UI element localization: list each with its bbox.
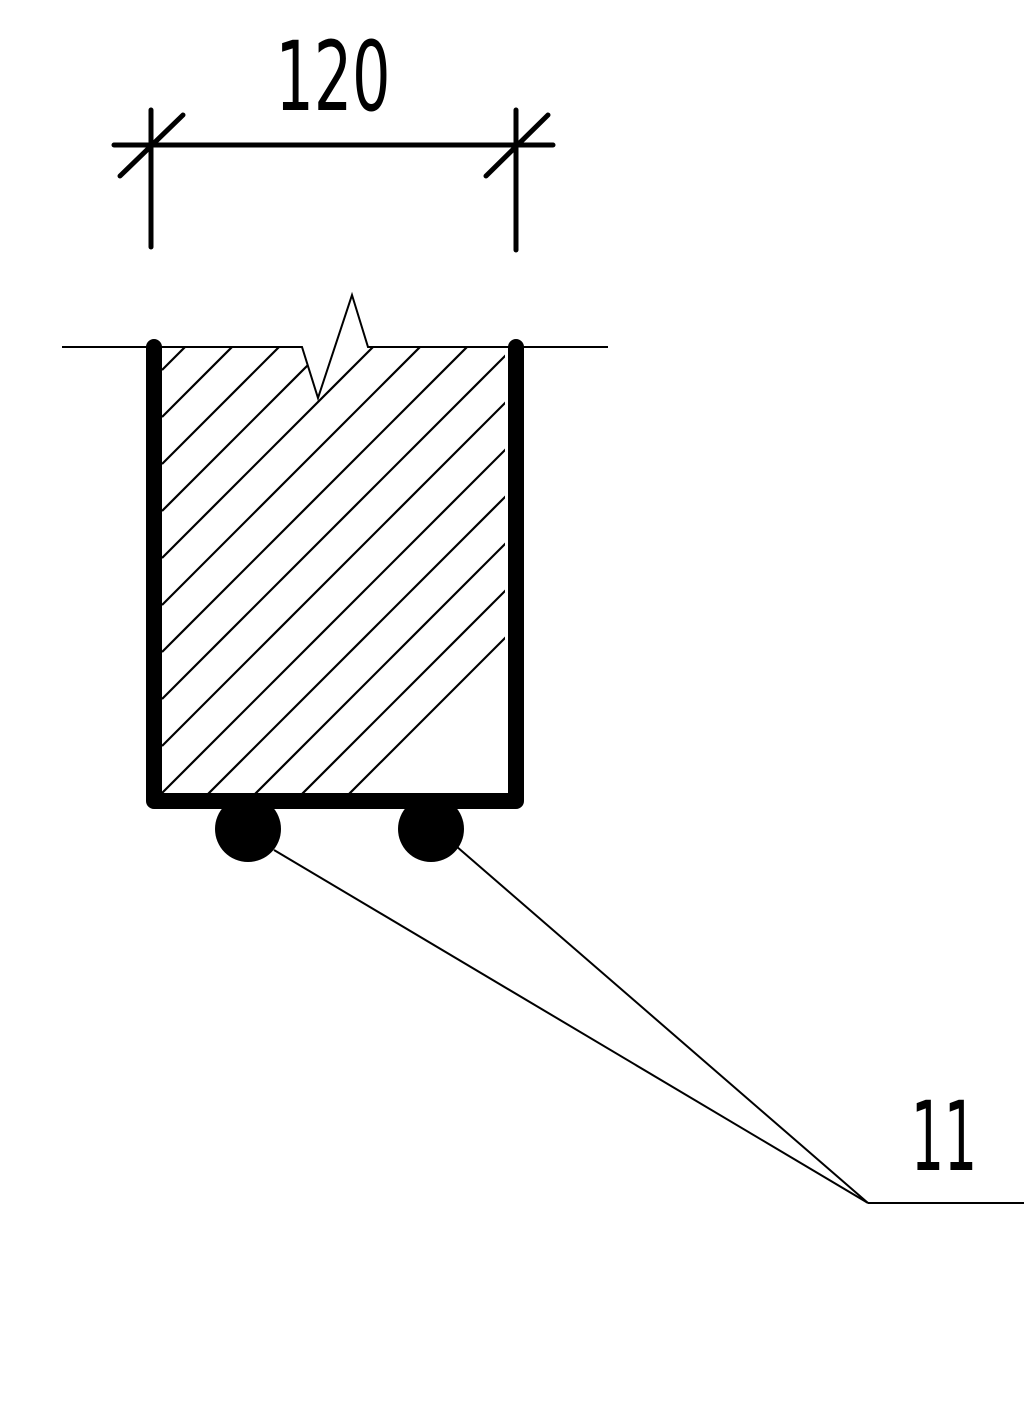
tick-left bbox=[117, 112, 186, 179]
callout-label: 11 bbox=[911, 1081, 977, 1193]
rod-left bbox=[215, 796, 281, 862]
section-hatch bbox=[162, 345, 505, 793]
dimension-120 bbox=[111, 107, 556, 253]
section-outline bbox=[146, 339, 524, 809]
break-line bbox=[62, 291, 608, 402]
leader-lines bbox=[273, 845, 1024, 1204]
rod-right bbox=[398, 796, 464, 862]
tick-right bbox=[483, 112, 551, 179]
dimension-label: 120 bbox=[276, 21, 391, 133]
